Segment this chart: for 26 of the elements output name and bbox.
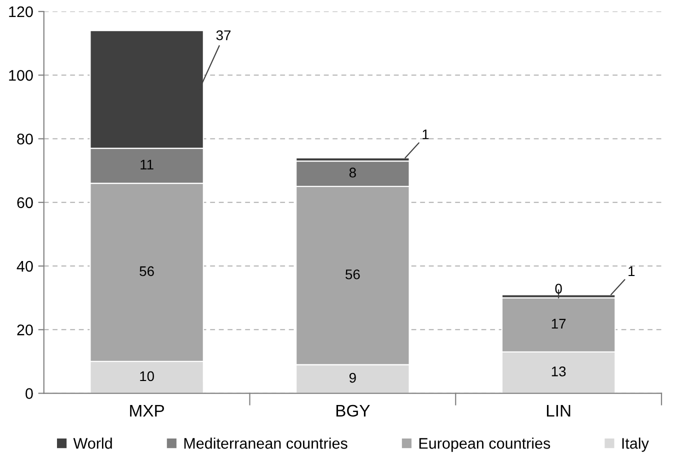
x-tick-label: MXP <box>130 405 164 416</box>
data-label: 37 <box>216 30 231 40</box>
y-tick-label: 100 <box>9 70 33 81</box>
data-label: 17 <box>552 318 566 328</box>
data-label: 1 <box>422 130 429 140</box>
y-tick-label: 20 <box>17 324 33 336</box>
data-label: 9 <box>349 372 356 383</box>
legend-label: Mediterranean countries <box>184 438 348 449</box>
y-tick-label: 80 <box>17 134 33 144</box>
data-label: 8 <box>349 168 356 178</box>
data-label: 11 <box>140 160 154 170</box>
legend-label: World <box>73 438 112 449</box>
x-tick-label: LIN <box>546 405 570 416</box>
legend-label: European countries <box>419 438 550 452</box>
data-label: 0 <box>555 284 562 294</box>
data-label: 56 <box>140 266 154 276</box>
data-label: 1 <box>628 266 635 276</box>
legend-label: Italy <box>622 438 649 452</box>
y-tick-label: 120 <box>9 6 33 18</box>
x-tick-label: BGY <box>336 404 370 417</box>
y-tick-label: 60 <box>17 197 33 208</box>
data-label: 13 <box>552 366 566 376</box>
y-tick-label: 0 <box>26 388 33 399</box>
data-label: 10 <box>140 371 154 382</box>
y-tick-label: 40 <box>16 260 33 272</box>
data-label: 56 <box>346 269 360 280</box>
